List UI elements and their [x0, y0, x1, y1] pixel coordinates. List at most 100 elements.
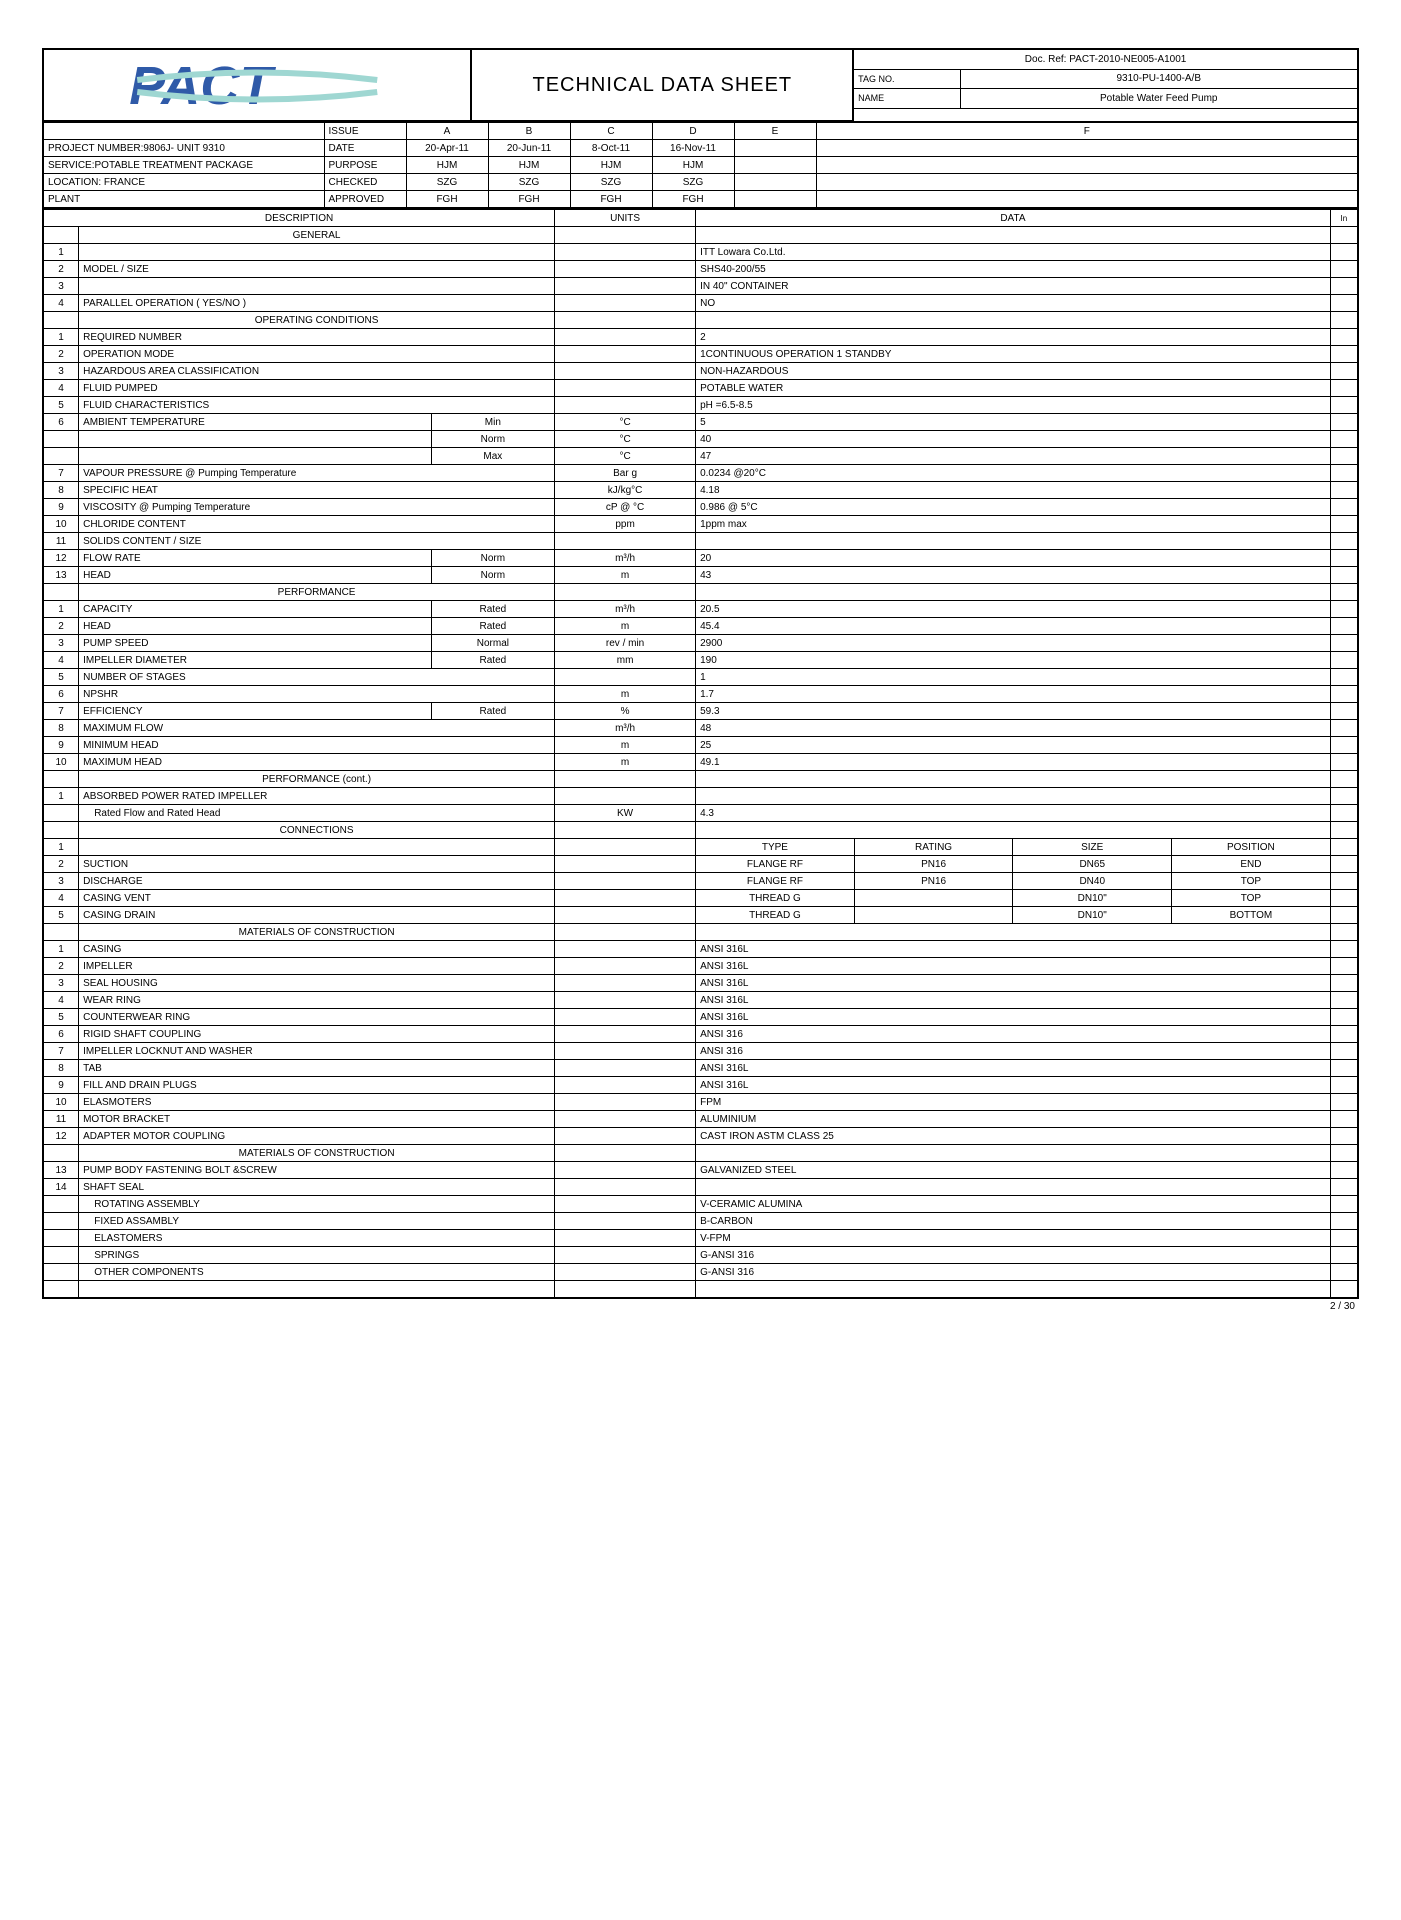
desc: PARALLEL OPERATION ( YES/NO )	[79, 295, 555, 312]
desc: NPSHR	[79, 686, 555, 703]
value: 5	[696, 414, 1331, 431]
row-num	[44, 805, 79, 822]
value: ANSI 316	[696, 1026, 1331, 1043]
value: NO	[696, 295, 1331, 312]
units	[555, 975, 696, 992]
value: ALUMINIUM	[696, 1111, 1331, 1128]
row-num: 7	[44, 1043, 79, 1060]
checked-cell: SZG	[652, 174, 734, 191]
page-number: 2 / 30	[42, 1299, 1359, 1312]
value: ANSI 316	[696, 1043, 1331, 1060]
checked-cell: SZG	[488, 174, 570, 191]
purpose-cell	[816, 157, 1357, 174]
units	[555, 397, 696, 414]
conn-type: FLANGE RF	[696, 873, 855, 890]
desc: FLOW RATE	[79, 550, 432, 567]
value: POTABLE WATER	[696, 380, 1331, 397]
date-cell: 20-Apr-11	[406, 140, 488, 157]
sub: Norm	[431, 550, 554, 567]
value: 1ppm max	[696, 516, 1331, 533]
sheet-title: TECHNICAL DATA SHEET	[471, 50, 853, 121]
value: 20.5	[696, 601, 1331, 618]
desc: SOLIDS CONTENT / SIZE	[79, 533, 555, 550]
section-performance: PERFORMANCE	[79, 584, 555, 601]
units	[555, 329, 696, 346]
row-num: 1	[44, 601, 79, 618]
units: m³/h	[555, 550, 696, 567]
row-num: 6	[44, 686, 79, 703]
desc: IMPELLER	[79, 958, 555, 975]
row-num: 5	[44, 669, 79, 686]
desc: FILL AND DRAIN PLUGS	[79, 1077, 555, 1094]
value: ANSI 316L	[696, 975, 1331, 992]
desc: IMPELLER LOCKNUT AND WASHER	[79, 1043, 555, 1060]
checked-cell: SZG	[406, 174, 488, 191]
approved-cell	[816, 191, 1357, 209]
conn-size: DN10"	[1013, 890, 1172, 907]
blank	[44, 123, 324, 140]
desc: DISCHARGE	[79, 873, 555, 890]
row-num: 7	[44, 465, 79, 482]
issue-col: E	[734, 123, 816, 140]
units: kJ/kg°C	[555, 482, 696, 499]
sub: Rated	[431, 703, 554, 720]
conn-rating	[854, 890, 1013, 907]
value: 43	[696, 567, 1331, 584]
col-units: UNITS	[555, 210, 696, 227]
desc: MINIMUM HEAD	[79, 737, 555, 754]
value: G-ANSI 316	[696, 1247, 1331, 1264]
value: ANSI 316L	[696, 941, 1331, 958]
sub: Norm	[431, 431, 554, 448]
issue-col: B	[488, 123, 570, 140]
desc	[79, 448, 432, 465]
row-num: 11	[44, 1111, 79, 1128]
row-num: 8	[44, 1060, 79, 1077]
desc	[79, 278, 555, 295]
desc: HEAD	[79, 567, 432, 584]
units: m	[555, 754, 696, 771]
desc: Rated Flow and Rated Head	[79, 805, 555, 822]
purpose-label: PURPOSE	[324, 157, 406, 174]
section-general: GENERAL	[79, 227, 555, 244]
row-num: 1	[44, 788, 79, 805]
units	[555, 1264, 696, 1281]
sub: Norm	[431, 567, 554, 584]
units: m	[555, 686, 696, 703]
section-moc2: MATERIALS OF CONSTRUCTION	[79, 1145, 555, 1162]
units	[555, 1009, 696, 1026]
value: ITT Lowara Co.Ltd.	[696, 244, 1331, 261]
units: °C	[555, 431, 696, 448]
row-num	[44, 1247, 79, 1264]
conn-rating: RATING	[854, 839, 1013, 856]
units	[555, 261, 696, 278]
units: %	[555, 703, 696, 720]
units: °C	[555, 414, 696, 431]
desc: FLUID CHARACTERISTICS	[79, 397, 555, 414]
value: ANSI 316L	[696, 1060, 1331, 1077]
row-num: 4	[44, 890, 79, 907]
desc	[79, 244, 555, 261]
desc: IMPELLER DIAMETER	[79, 652, 432, 669]
value: 4.3	[696, 805, 1331, 822]
purpose-cell: HJM	[570, 157, 652, 174]
value: 1CONTINUOUS OPERATION 1 STANDBY	[696, 346, 1331, 363]
conn-position: TOP	[1172, 873, 1331, 890]
sub: Rated	[431, 601, 554, 618]
date-cell	[816, 140, 1357, 157]
data-table: DESCRIPTIONUNITSDATAInGENERAL1ITT Lowara…	[44, 209, 1357, 1297]
units: m	[555, 567, 696, 584]
desc: PUMP BODY FASTENING BOLT &SCREW	[79, 1162, 555, 1179]
value: ANSI 316L	[696, 958, 1331, 975]
value: pH =6.5-8.5	[696, 397, 1331, 414]
desc	[79, 431, 432, 448]
value: ANSI 316L	[696, 1077, 1331, 1094]
row-num: 12	[44, 550, 79, 567]
value: 2900	[696, 635, 1331, 652]
row-num: 3	[44, 975, 79, 992]
purpose-cell	[734, 157, 816, 174]
row-num: 9	[44, 737, 79, 754]
desc: HEAD	[79, 618, 432, 635]
units	[555, 1060, 696, 1077]
row-num: 13	[44, 567, 79, 584]
desc: VISCOSITY @ Pumping Temperature	[79, 499, 555, 516]
